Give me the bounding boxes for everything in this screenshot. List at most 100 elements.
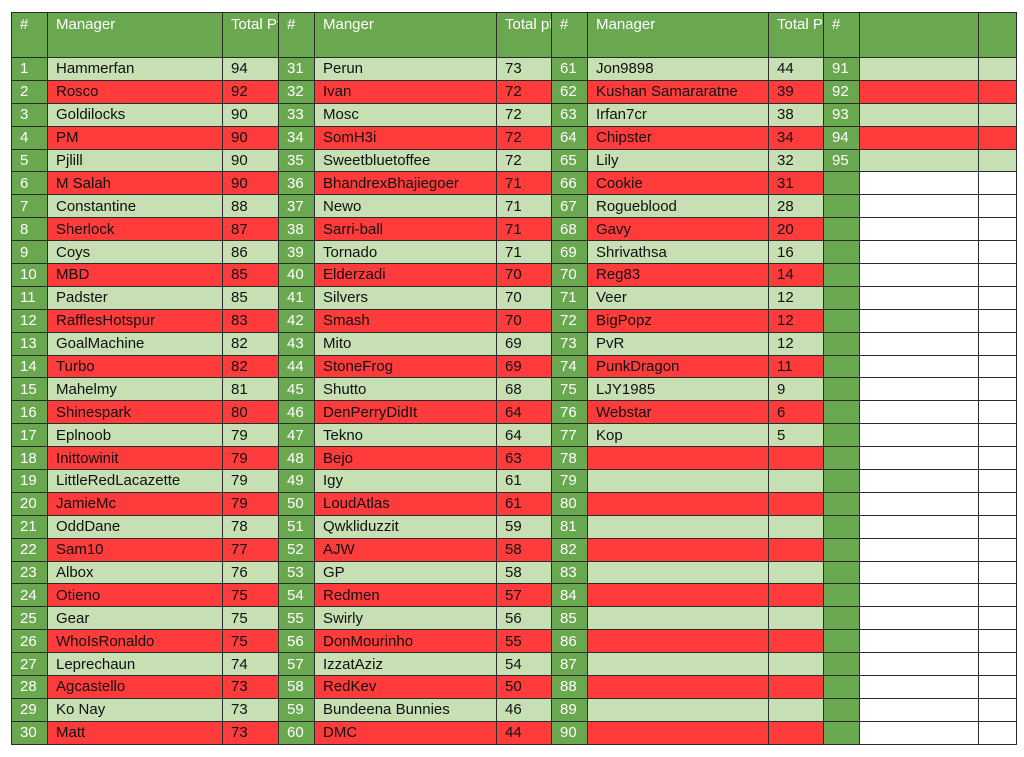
- rank-cell: 95: [823, 148, 860, 173]
- manager-cell: [587, 675, 769, 699]
- rank-cell: 67: [551, 194, 588, 219]
- points-cell: 85: [222, 263, 279, 287]
- manager-cell: IzzatAziz: [314, 652, 497, 677]
- points-cell: 58: [496, 560, 552, 585]
- table-row: 19 LittleRedLacazette 79 49 Igy 61 79: [11, 469, 1017, 493]
- rank-cell: 42: [278, 308, 315, 333]
- rank-cell: 13: [11, 331, 48, 356]
- points-cell: 50: [496, 675, 552, 699]
- empty-cell: [859, 720, 979, 745]
- empty-cell: [978, 217, 1017, 242]
- empty-cell: [978, 606, 1017, 631]
- rank-cell: 87: [551, 652, 588, 677]
- empty-cell: [978, 354, 1017, 379]
- rank-cell: 74: [551, 354, 588, 379]
- rank-cell: 89: [551, 697, 588, 722]
- points-cell: 46: [496, 697, 552, 722]
- rank-cell: 53: [278, 560, 315, 585]
- empty-cell: [859, 102, 979, 127]
- empty-cell: [978, 720, 1017, 745]
- rank-cell: 26: [11, 629, 48, 654]
- manager-cell: SomH3i: [314, 125, 497, 150]
- manager-cell: Mito: [314, 331, 497, 356]
- manager-cell: WhoIsRonaldo: [47, 629, 223, 654]
- points-cell: 69: [496, 331, 552, 356]
- empty-cell: [978, 377, 1017, 402]
- rank-cell: 90: [551, 720, 588, 745]
- rank-cell: 83: [551, 560, 588, 585]
- table-row: 1 Hammerfan 94 31 Perun 73 61 Jon9898 44 91: [11, 57, 1017, 81]
- points-cell: 70: [496, 308, 552, 333]
- points-cell: 71: [496, 217, 552, 242]
- manager-cell: [587, 583, 769, 608]
- manager-cell: DenPerryDidIt: [314, 400, 497, 425]
- rank-cell: 38: [278, 217, 315, 242]
- table-row: 24 Otieno 75 54 Redmen 57 84: [11, 583, 1017, 608]
- manager-cell: Kop: [587, 423, 769, 448]
- manager-cell: BigPopz: [587, 308, 769, 333]
- rank-cell: 50: [278, 491, 315, 516]
- rank-cell: [823, 354, 860, 379]
- rank-cell: 93: [823, 102, 860, 127]
- rank-cell: 86: [551, 629, 588, 654]
- column-header: [859, 12, 979, 58]
- points-cell: [768, 652, 824, 677]
- points-cell: 86: [222, 240, 279, 265]
- rank-cell: 23: [11, 560, 48, 585]
- points-cell: 61: [496, 491, 552, 516]
- table-row: 23 Albox 76 53 GP 58 83: [11, 560, 1017, 585]
- rank-cell: 7: [11, 194, 48, 219]
- table-row: 25 Gear 75 55 Swirly 56 85: [11, 606, 1017, 631]
- rank-cell: [823, 308, 860, 333]
- rank-cell: 37: [278, 194, 315, 219]
- rank-cell: 63: [551, 102, 588, 127]
- empty-cell: [978, 675, 1017, 699]
- rank-cell: 52: [278, 537, 315, 562]
- empty-cell: [978, 652, 1017, 677]
- points-cell: 94: [222, 57, 279, 81]
- column-header: [978, 12, 1017, 58]
- points-cell: 20: [768, 217, 824, 242]
- empty-cell: [859, 194, 979, 219]
- manager-cell: GoalMachine: [47, 331, 223, 356]
- rank-cell: 77: [551, 423, 588, 448]
- manager-cell: Eplnoob: [47, 423, 223, 448]
- points-cell: 80: [222, 400, 279, 425]
- empty-cell: [859, 285, 979, 310]
- manager-cell: Matt: [47, 720, 223, 745]
- rank-cell: 4: [11, 125, 48, 150]
- empty-cell: [978, 57, 1017, 81]
- table-row: 22 Sam10 77 52 AJW 58 82: [11, 537, 1017, 562]
- manager-cell: BhandrexBhajiegoer: [314, 171, 497, 196]
- rank-cell: [823, 629, 860, 654]
- rank-cell: 69: [551, 240, 588, 265]
- manager-cell: JamieMc: [47, 491, 223, 516]
- column-header: Manager: [47, 12, 223, 58]
- rank-cell: 76: [551, 400, 588, 425]
- rank-cell: 51: [278, 514, 315, 539]
- empty-cell: [859, 263, 979, 287]
- rank-cell: 48: [278, 446, 315, 471]
- rank-cell: [823, 285, 860, 310]
- manager-cell: Chipster: [587, 125, 769, 150]
- manager-cell: Shrivathsa: [587, 240, 769, 265]
- empty-cell: [859, 400, 979, 425]
- manager-cell: RafflesHotspur: [47, 308, 223, 333]
- rank-cell: 71: [551, 285, 588, 310]
- points-cell: 74: [222, 652, 279, 677]
- points-cell: 55: [496, 629, 552, 654]
- manager-cell: Coys: [47, 240, 223, 265]
- rank-cell: 32: [278, 79, 315, 104]
- empty-cell: [859, 354, 979, 379]
- points-cell: 64: [496, 400, 552, 425]
- points-cell: 68: [496, 377, 552, 402]
- manager-cell: Bundeena Bunnies: [314, 697, 497, 722]
- empty-cell: [859, 57, 979, 81]
- rank-cell: 58: [278, 675, 315, 699]
- manager-cell: Agcastello: [47, 675, 223, 699]
- manager-cell: [587, 491, 769, 516]
- points-cell: 31: [768, 171, 824, 196]
- table-body: 1 Hammerfan 94 31 Perun 73 61 Jon9898 44 91 2 Rosco…: [11, 57, 1017, 745]
- manager-cell: [587, 469, 769, 493]
